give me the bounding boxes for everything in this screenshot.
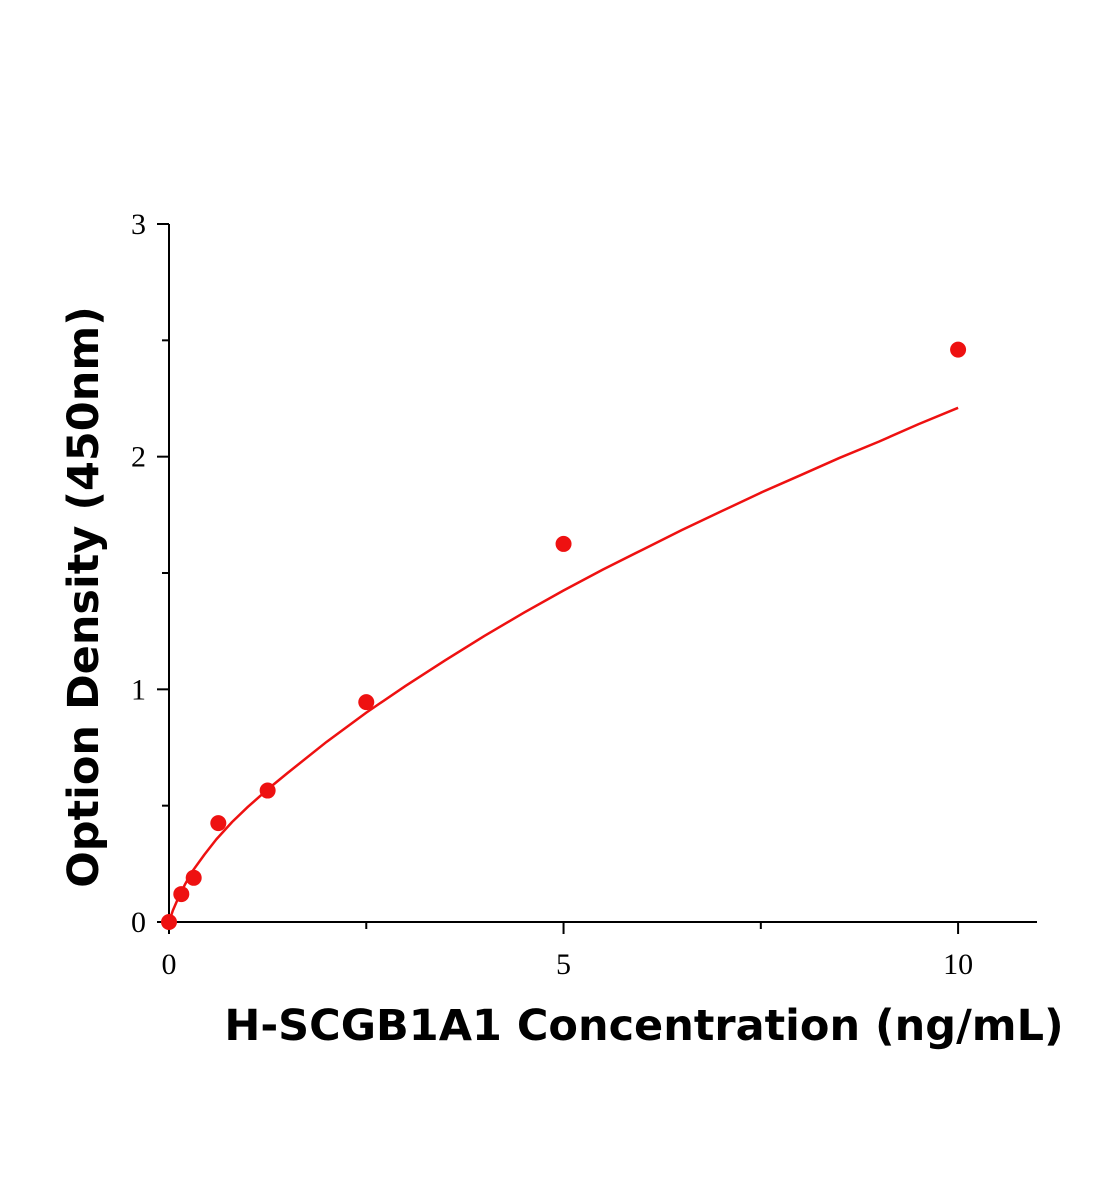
fit-curve-layer [167,406,959,923]
data-points [161,341,967,930]
x-tick-label: 10 [943,948,973,981]
data-point [210,815,227,832]
data-point [555,535,572,552]
data-point [185,869,202,886]
x-tick-label: 5 [556,948,571,981]
ticks: 0 5 10 0 1 2 3 [131,208,973,981]
axes [168,224,1037,923]
data-point [259,782,276,799]
y-tick-label: 1 [131,673,146,706]
data-point [161,914,177,930]
y-tick-label: 0 [131,906,146,939]
data-point [950,341,967,358]
y-axis-title: Option Density (450nm) [59,306,109,888]
x-tick-label: 0 [162,948,177,981]
fit-curve [167,406,959,923]
data-point [173,886,190,903]
data-point [358,694,375,711]
y-tick-label: 3 [131,208,146,241]
x-axis-title: H-SCGB1A1 Concentration (ng/mL) [224,1001,1063,1051]
y-tick-label: 2 [131,441,146,474]
